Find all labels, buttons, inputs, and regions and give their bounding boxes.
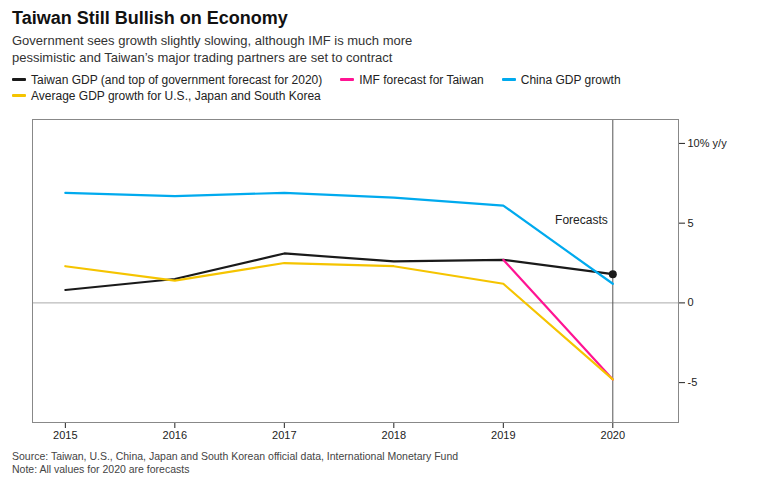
svg-text:2020: 2020 [601, 429, 625, 441]
html-text:Taiwan Still Bullish on Econom: Taiwan Still Bullish on Economy [12, 8, 288, 28]
svg-text:2018: 2018 [382, 429, 406, 441]
svg-text:5: 5 [688, 216, 694, 228]
html-text:China GDP growth: China GDP growth [520, 72, 621, 87]
svg-text:2015: 2015 [53, 429, 77, 441]
svg-text:Forecasts: Forecasts [555, 213, 608, 227]
svg-text:2019: 2019 [491, 429, 515, 441]
html-text:IMF forecast for Taiwan: IMF forecast for Taiwan [359, 72, 484, 87]
html-text:Average GDP growth for U.S., J: Average GDP growth for U.S., Japan and S… [31, 88, 321, 103]
svg-text:10% y/y: 10% y/y [688, 137, 728, 149]
html-text:Government sees growth slightl: Government sees growth slightly slowing,… [12, 33, 413, 65]
svg-text:2016: 2016 [163, 429, 187, 441]
svg-text:-5: -5 [688, 376, 698, 388]
html-text:Source: Taiwan, U.S., China, J: Source: Taiwan, U.S., China, Japan and S… [12, 449, 459, 476]
html-text:Taiwan GDP (and top of governm: Taiwan GDP (and top of government foreca… [31, 72, 323, 87]
svg-text:0: 0 [688, 296, 694, 308]
svg-text:2017: 2017 [272, 429, 296, 441]
